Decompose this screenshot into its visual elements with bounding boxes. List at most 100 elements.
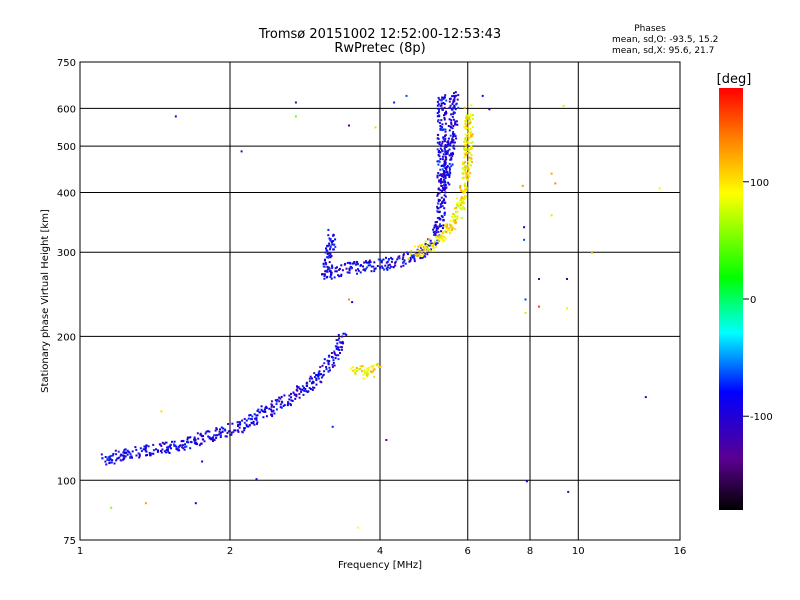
data-point bbox=[186, 441, 188, 443]
data-point bbox=[370, 371, 372, 373]
data-point bbox=[472, 133, 474, 135]
data-point bbox=[470, 159, 472, 161]
data-point bbox=[278, 400, 280, 402]
data-point bbox=[452, 141, 454, 143]
data-point bbox=[207, 436, 209, 438]
data-point bbox=[327, 245, 329, 247]
data-point bbox=[443, 117, 445, 119]
data-point bbox=[439, 211, 441, 213]
data-point bbox=[271, 410, 273, 412]
data-point bbox=[470, 104, 472, 106]
data-point bbox=[445, 177, 447, 179]
data-point bbox=[386, 262, 388, 264]
data-point bbox=[444, 182, 446, 184]
data-point bbox=[459, 199, 461, 201]
data-point bbox=[429, 249, 431, 251]
phases-heading: Phases bbox=[634, 24, 666, 34]
data-point bbox=[468, 137, 470, 139]
data-point bbox=[439, 169, 441, 171]
data-point bbox=[101, 453, 103, 455]
data-point bbox=[351, 301, 353, 303]
data-point bbox=[327, 360, 329, 362]
data-point bbox=[323, 362, 325, 364]
data-point bbox=[195, 502, 197, 504]
data-point bbox=[423, 253, 425, 255]
data-point bbox=[438, 97, 440, 99]
data-point bbox=[435, 236, 437, 238]
data-point bbox=[441, 165, 443, 167]
data-point bbox=[243, 427, 245, 429]
data-point bbox=[437, 134, 439, 136]
data-point bbox=[266, 415, 268, 417]
data-point bbox=[440, 145, 442, 147]
data-point bbox=[377, 265, 379, 267]
data-point bbox=[321, 377, 323, 379]
data-point bbox=[437, 101, 439, 103]
data-point bbox=[471, 154, 473, 156]
data-point bbox=[352, 366, 354, 368]
data-point bbox=[463, 126, 465, 128]
data-point bbox=[323, 370, 325, 372]
data-point bbox=[327, 253, 329, 255]
data-point bbox=[353, 261, 355, 263]
y-tick-label: 400 bbox=[57, 188, 76, 199]
data-point bbox=[406, 95, 408, 97]
data-point bbox=[463, 207, 465, 209]
data-point bbox=[322, 375, 324, 377]
data-point bbox=[385, 257, 387, 259]
data-point bbox=[340, 264, 342, 266]
data-point bbox=[456, 197, 458, 199]
data-point bbox=[450, 135, 452, 137]
data-point bbox=[470, 164, 472, 166]
data-point bbox=[328, 267, 330, 269]
data-point bbox=[443, 153, 445, 155]
data-point bbox=[111, 459, 113, 461]
data-point bbox=[219, 428, 221, 430]
data-point bbox=[464, 184, 466, 186]
data-point bbox=[462, 161, 464, 163]
data-point bbox=[437, 108, 439, 110]
data-point bbox=[227, 423, 229, 425]
data-point bbox=[449, 149, 451, 151]
data-point bbox=[420, 257, 422, 259]
data-point bbox=[164, 450, 166, 452]
data-point bbox=[345, 334, 347, 336]
data-point bbox=[435, 231, 437, 233]
data-point bbox=[299, 397, 301, 399]
data-point bbox=[440, 127, 442, 129]
data-point bbox=[333, 248, 335, 250]
data-point bbox=[403, 253, 405, 255]
data-point bbox=[391, 261, 393, 263]
data-point bbox=[443, 189, 445, 191]
x-tick-label: 4 bbox=[377, 546, 383, 557]
data-point bbox=[149, 452, 151, 454]
data-point bbox=[314, 376, 316, 378]
data-point bbox=[114, 463, 116, 465]
data-point bbox=[250, 418, 252, 420]
data-point bbox=[464, 169, 466, 171]
data-point bbox=[336, 346, 338, 348]
data-point bbox=[428, 238, 430, 240]
data-point bbox=[254, 413, 256, 415]
data-point bbox=[441, 123, 443, 125]
data-point bbox=[449, 168, 451, 170]
data-point bbox=[132, 450, 134, 452]
data-point bbox=[313, 381, 315, 383]
data-point bbox=[448, 138, 450, 140]
data-point bbox=[378, 366, 380, 368]
data-point bbox=[313, 372, 315, 374]
data-point bbox=[207, 430, 209, 432]
data-point bbox=[435, 221, 437, 223]
data-point bbox=[464, 165, 466, 167]
data-point bbox=[453, 148, 455, 150]
data-point bbox=[355, 269, 357, 271]
data-point bbox=[414, 260, 416, 262]
data-point bbox=[445, 169, 447, 171]
data-point bbox=[122, 451, 124, 453]
data-point bbox=[441, 175, 443, 177]
data-point bbox=[466, 115, 468, 117]
data-point bbox=[325, 262, 327, 264]
colorbar-tick-label: 100 bbox=[750, 178, 769, 189]
data-point bbox=[432, 245, 434, 247]
data-point bbox=[452, 213, 454, 215]
